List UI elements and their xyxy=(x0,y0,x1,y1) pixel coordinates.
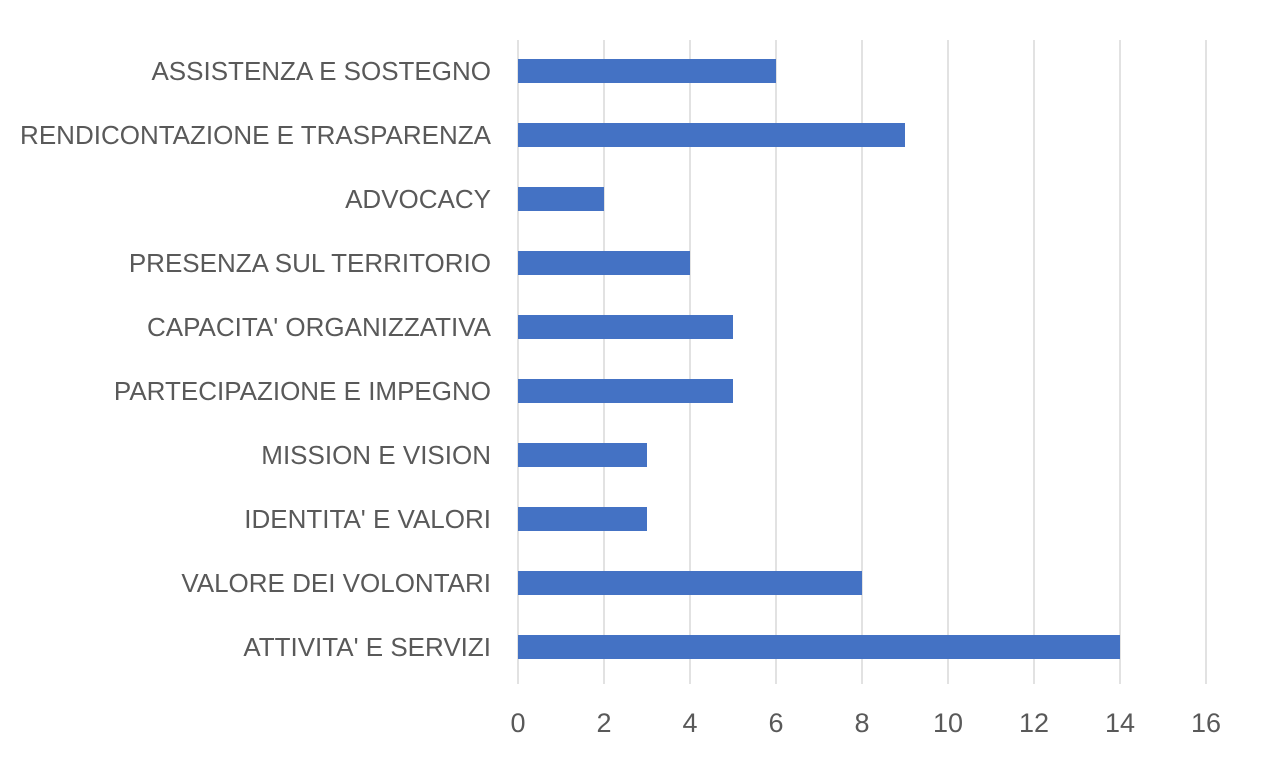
x-tick-label: 16 xyxy=(1191,708,1221,738)
x-tick-label: 8 xyxy=(854,708,869,738)
x-tick-label: 14 xyxy=(1105,708,1135,738)
category-label: ATTIVITA' E SERVIZI xyxy=(243,632,491,662)
bar xyxy=(518,315,733,339)
bar xyxy=(518,187,604,211)
x-tick-label: 4 xyxy=(682,708,697,738)
category-label: ADVOCACY xyxy=(345,184,491,214)
x-tick-label: 10 xyxy=(933,708,963,738)
gridlines xyxy=(517,40,1207,684)
bar xyxy=(518,59,776,83)
x-tick-label: 0 xyxy=(510,708,525,738)
category-label: RENDICONTAZIONE E TRASPARENZA xyxy=(20,120,492,150)
category-label: VALORE DEI VOLONTARI xyxy=(181,568,491,598)
x-tick-label: 6 xyxy=(768,708,783,738)
category-labels: ASSISTENZA E SOSTEGNO RENDICONTAZIONE E T… xyxy=(20,56,492,662)
x-axis-tick-labels: 0 2 4 6 8 10 12 14 16 xyxy=(510,708,1221,738)
category-label: IDENTITA' E VALORI xyxy=(244,504,491,534)
category-label: PRESENZA SUL TERRITORIO xyxy=(129,248,491,278)
category-label: ASSISTENZA E SOSTEGNO xyxy=(151,56,491,86)
bar xyxy=(518,251,690,275)
x-tick-label: 2 xyxy=(596,708,611,738)
bar xyxy=(518,507,647,531)
x-tick-label: 12 xyxy=(1019,708,1049,738)
category-label: CAPACITA' ORGANIZZATIVA xyxy=(147,312,492,342)
bars xyxy=(518,59,1120,659)
bar xyxy=(518,379,733,403)
bar xyxy=(518,443,647,467)
bar xyxy=(518,635,1120,659)
bar xyxy=(518,123,905,147)
category-label: PARTECIPAZIONE E IMPEGNO xyxy=(114,376,491,406)
bar xyxy=(518,571,862,595)
category-label: MISSION E VISION xyxy=(261,440,491,470)
